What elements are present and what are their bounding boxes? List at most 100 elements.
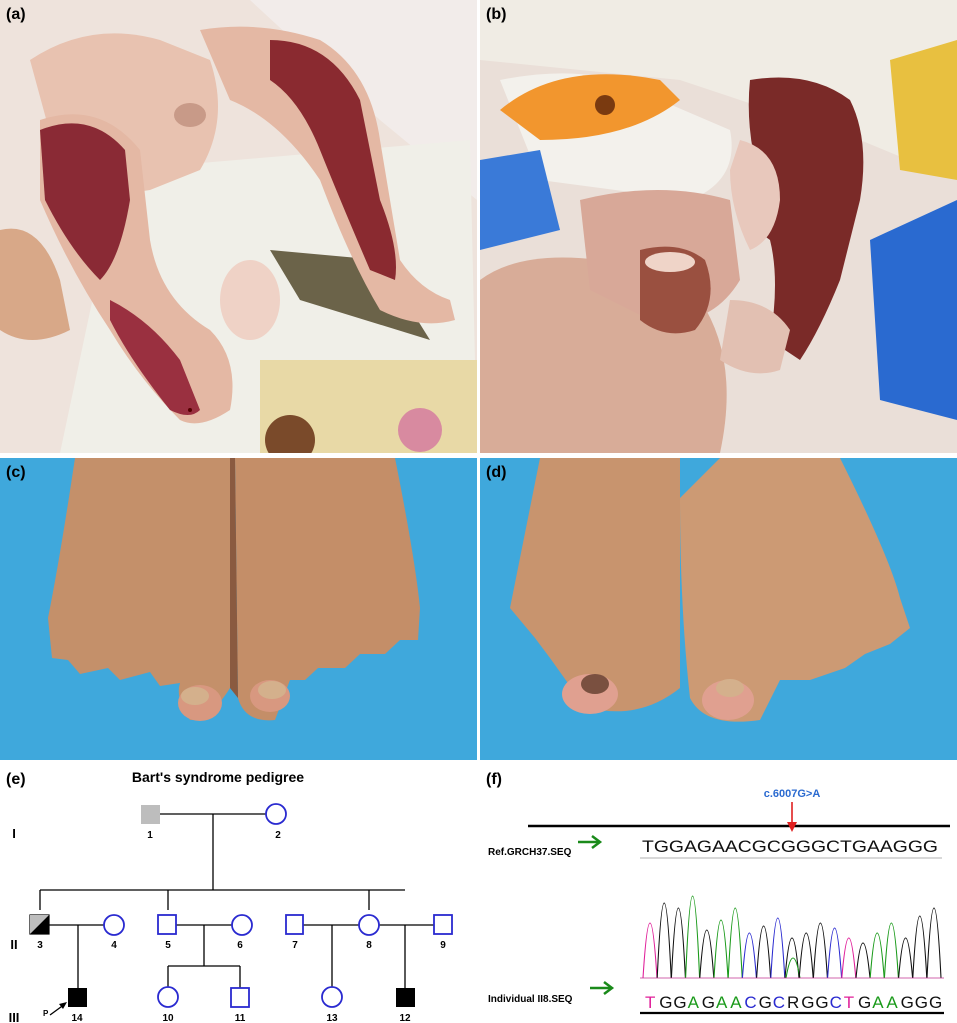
sequence-base: G (673, 993, 686, 1012)
sequence-base: G (901, 993, 914, 1012)
pedigree-individual-III14 (68, 988, 87, 1007)
individual-number: 10 (162, 1013, 174, 1023)
chromatogram-peak (685, 895, 701, 979)
pedigree-individual-II8 (358, 914, 380, 936)
sequence-base: A (872, 993, 884, 1012)
panel-e-pedigree: P Bart's syndrome pedigree I II III 1 2 … (0, 765, 478, 1023)
chromatogram-trace (640, 895, 944, 979)
panel-label-b: (b) (486, 6, 507, 23)
adult-feet-illustration (0, 458, 477, 760)
ref-sequence-label: Ref.GRCH37.SEQ (488, 847, 572, 858)
pedigree-individual-III10 (157, 986, 179, 1008)
chromatogram-peak (741, 932, 757, 979)
individual-number: 5 (165, 940, 171, 951)
panel-b-photo: (b) (480, 0, 957, 453)
sequence-base: G (929, 993, 942, 1012)
sequence-base: G (759, 993, 772, 1012)
chromatogram-peak (798, 932, 814, 979)
proband-arrowhead-icon (59, 1002, 67, 1009)
proband-marker: P (43, 1009, 49, 1018)
panel-f-sequencing: c.6007G>A Ref.GRCH37.SEQ TGGAGAACGCGGGCT… (480, 765, 957, 1023)
mutation-label: c.6007G>A (764, 788, 821, 800)
pedigree-individual-II6 (231, 914, 253, 936)
sequence-base: A (716, 993, 728, 1012)
chromatogram-figure: c.6007G>A Ref.GRCH37.SEQ TGGAGAACGCGGGCT… (488, 788, 950, 1015)
sequence-base: G (801, 993, 814, 1012)
pedigree-individual-II4 (103, 914, 125, 936)
sequence-base: G (702, 993, 715, 1012)
generation-label-III: III (9, 1010, 20, 1023)
sequence-base: T (645, 993, 655, 1012)
chromatogram-peak (713, 919, 729, 979)
chromatogram-peak (898, 937, 914, 979)
chromatogram-peak (756, 925, 772, 979)
individual-number: 14 (71, 1013, 83, 1023)
pedigree-individual-I2 (265, 803, 287, 825)
individual-number: 1 (147, 830, 153, 841)
pedigree-chart: P Bart's syndrome pedigree I II III 1 2 … (9, 769, 453, 1023)
sequence-base: C (744, 993, 756, 1012)
pedigree-title: Bart's syndrome pedigree (132, 769, 304, 785)
chromatogram-peak (912, 915, 928, 979)
chromatogram-peak (827, 927, 843, 979)
individual-number: 8 (366, 940, 372, 951)
pedigree-individual-II7 (285, 914, 304, 935)
sequence-base: G (915, 993, 928, 1012)
pedigree-individual-II9 (433, 914, 453, 935)
panel-label-a: (a) (6, 6, 26, 23)
chromatogram-peak (869, 932, 885, 979)
sequence-base: A (886, 993, 898, 1012)
ref-sequence: TGGAGAACGCGGGCTGAAGGG (642, 837, 938, 856)
sequence-base: T (844, 993, 854, 1012)
individual-number: 12 (399, 1013, 411, 1023)
sequence-base: A (688, 993, 700, 1012)
chromatogram-peak (841, 937, 857, 979)
chromatogram-peak (812, 922, 828, 979)
pedigree-individual-II5 (157, 914, 177, 935)
sequence-base: G (815, 993, 828, 1012)
pedigree-lines (39, 813, 434, 995)
sequence-base: C (830, 993, 842, 1012)
panel-label-d: (d) (486, 464, 507, 481)
pedigree-individual-II3 (29, 914, 50, 935)
panel-d-photo: (d) (480, 458, 957, 760)
individual-number: 13 (326, 1013, 338, 1023)
infant-legs-illustration (0, 0, 477, 453)
pedigree-individual-III13 (321, 986, 343, 1008)
chromatogram-peak (656, 902, 672, 979)
generation-label-I: I (12, 826, 16, 841)
chromatogram-peak (784, 937, 800, 979)
sequence-base: C (773, 993, 785, 1012)
green-arrow-ind-icon (590, 981, 615, 995)
pedigree-individual-I1 (141, 805, 160, 824)
chromatogram-peak (855, 942, 871, 979)
individual-number: 7 (292, 940, 298, 951)
chromatogram-peak (699, 929, 715, 979)
pedigree-individual-III12 (396, 988, 415, 1007)
adult-feet-side-illustration (480, 458, 957, 760)
individual-number: 3 (37, 940, 43, 951)
sequence-base: R (787, 993, 799, 1012)
chromatogram-peak (670, 907, 686, 979)
individual-number: 4 (111, 940, 117, 951)
panel-a-photo: (a) (0, 0, 477, 453)
sequence-base: G (858, 993, 871, 1012)
generation-label-II: II (10, 937, 17, 952)
panel-c-photo: (c) (0, 458, 477, 760)
chromatogram-peak (926, 907, 942, 979)
pedigree-individual-III11 (230, 987, 250, 1008)
individual-sequence-label: Individual II8.SEQ (488, 994, 573, 1005)
panel-label-c: (c) (6, 464, 26, 481)
chromatogram-peak (785, 957, 801, 979)
panel-label-e: (e) (6, 771, 26, 788)
chromatogram-peak (642, 922, 658, 979)
individual-number: 6 (237, 940, 243, 951)
chromatogram-peak (727, 907, 743, 979)
sequence-base: G (659, 993, 672, 1012)
panel-label-f: (f) (486, 771, 502, 788)
mutation-arrowhead-icon (787, 822, 797, 832)
individual-number: 2 (275, 830, 281, 841)
chromatogram-peak (883, 922, 899, 979)
individual-number: 9 (440, 940, 446, 951)
